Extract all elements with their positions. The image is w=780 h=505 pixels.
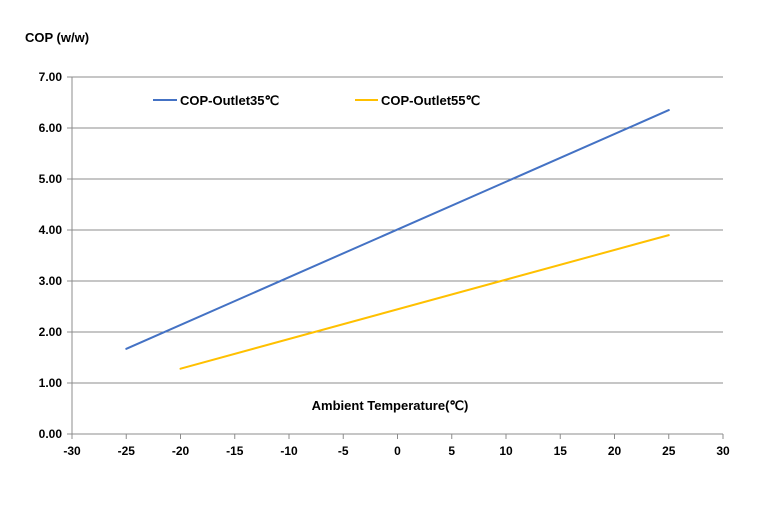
series-line-0 <box>125 109 670 350</box>
y-tick-label-5: 5.00 <box>39 172 63 186</box>
legend-label-1: COP-Outlet55℃ <box>381 93 480 108</box>
series-line-1 <box>179 234 670 370</box>
y-axis-ticks: 0.00 1.00 2.00 3.00 4.00 5.00 6.00 7.00 <box>39 70 72 441</box>
y-tick-label-6: 6.00 <box>39 121 63 135</box>
y-tick-label-3: 3.00 <box>39 274 63 288</box>
x-axis-title: Ambient Temperature(℃) <box>312 398 469 413</box>
x-tick-label-4: -10 <box>280 444 298 458</box>
y-axis-title: COP (w/w) <box>25 30 89 45</box>
y-tick-label-2: 2.00 <box>39 325 63 339</box>
y-tick-label-1: 1.00 <box>39 376 63 390</box>
legend-label-0: COP-Outlet35℃ <box>180 93 279 108</box>
gridlines <box>72 76 723 384</box>
series-lines <box>125 109 670 370</box>
x-tick-label-0: -30 <box>63 444 81 458</box>
y-tick-label-7: 7.00 <box>39 70 63 84</box>
x-tick-label-8: 10 <box>499 444 513 458</box>
x-tick-label-10: 20 <box>608 444 622 458</box>
legend: COP-Outlet35℃ COP-Outlet55℃ <box>153 93 480 108</box>
y-tick-label-4: 4.00 <box>39 223 63 237</box>
x-tick-label-11: 25 <box>662 444 676 458</box>
x-tick-label-5: -5 <box>338 444 349 458</box>
x-tick-label-2: -20 <box>172 444 190 458</box>
axes <box>71 77 723 435</box>
x-tick-label-9: 15 <box>554 444 568 458</box>
y-tick-label-0: 0.00 <box>39 427 63 441</box>
x-tick-label-7: 5 <box>448 444 455 458</box>
x-tick-label-1: -25 <box>118 444 136 458</box>
x-tick-label-12: 30 <box>716 444 730 458</box>
x-tick-label-6: 0 <box>394 444 401 458</box>
x-tick-label-3: -15 <box>226 444 244 458</box>
x-axis-ticks: -30 -25 -20 -15 -10 -5 0 5 10 15 20 25 30 <box>63 434 730 458</box>
